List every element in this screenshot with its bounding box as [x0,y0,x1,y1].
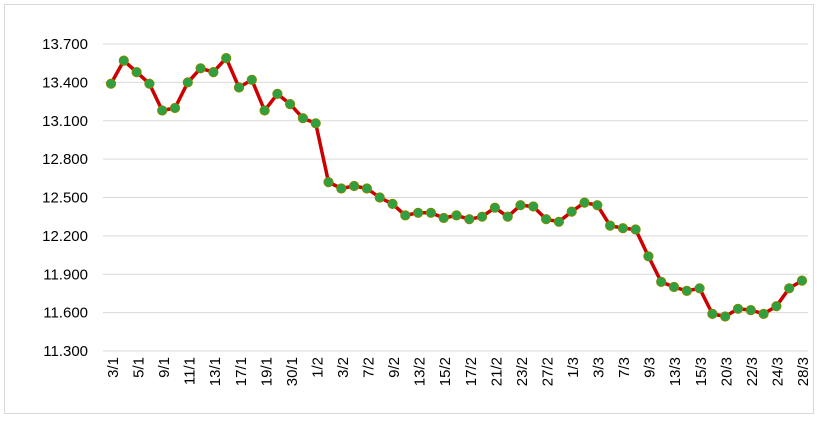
x-tick-label: 5/1 [131,357,148,378]
data-point [732,303,744,314]
data-point [451,210,462,221]
x-tick-label: 9/3 [642,357,659,378]
data-point [425,207,436,218]
data-point [105,78,117,89]
x-axis-tick-labels: 3/1 5/1 9/1 11/1 13/1 17/1 19/1 30/1 1/2 3/2 7/2 9/… [105,357,812,386]
data-point [464,214,475,225]
x-tick-label: 11/1 [182,357,199,385]
data-point [144,78,155,89]
data-point [668,281,680,293]
y-tick-label: 11.900 [43,266,88,283]
data-point [323,177,334,188]
x-tick-label: 13/2 [412,357,429,386]
data-point [643,251,654,262]
gridlines [103,43,808,314]
data-point [553,216,565,227]
data-point [771,301,782,312]
data-point [297,113,308,124]
data-point [246,74,257,85]
x-tick-label: 17/1 [233,357,250,386]
data-point [438,212,449,224]
data-point [272,88,283,100]
data-point [796,275,808,286]
data-point [182,77,193,88]
x-tick-label: 21/2 [488,357,505,386]
data-point [681,285,692,296]
data-point [528,201,539,212]
x-tick-label: 19/1 [258,357,275,386]
data-point [502,211,513,222]
x-tick-label: 3/3 [591,357,608,378]
data-point [656,276,667,287]
x-tick-label: 7/3 [616,357,633,378]
x-tick-label: 1/2 [309,357,326,378]
data-point [630,224,641,235]
y-tick-label: 13.700 [42,36,88,53]
data-point [566,206,577,217]
data-point [489,202,500,213]
data-point [169,102,181,114]
data-point [259,105,270,116]
data-point [400,210,411,221]
data-point [477,211,488,222]
data-point [758,308,769,319]
data-point [361,183,372,194]
x-tick-label: 15/2 [437,357,454,386]
y-tick-label: 13.100 [42,113,88,130]
x-tick-label: 23/2 [514,357,531,386]
x-tick-label: 3/1 [105,357,122,378]
data-point [694,283,705,294]
x-tick-label: 24/3 [769,357,786,386]
y-tick-label: 11.600 [43,305,88,322]
y-tick-label: 13.400 [42,74,88,91]
data-point [310,118,321,129]
x-tick-label: 1/3 [565,357,582,378]
data-point [605,220,616,231]
data-point [720,311,731,322]
data-point [617,223,629,234]
x-tick-label: 13/1 [207,357,224,386]
data-point [131,67,142,78]
data-point [374,192,385,203]
y-tick-label: 12.500 [42,190,88,207]
data-point [592,200,603,211]
y-tick-label: 12.800 [42,151,88,168]
data-point [157,105,168,116]
data-point [221,53,232,64]
data-point [195,63,206,74]
data-point [387,198,398,209]
y-tick-label: 11.300 [43,343,88,360]
series-line [109,56,804,319]
series-markers [105,53,808,322]
x-tick-label: 28/3 [795,357,812,386]
data-point [745,305,756,316]
data-point [118,55,129,66]
data-point [349,180,360,192]
data-point [413,207,424,218]
data-point [233,82,245,93]
data-point [579,197,590,208]
x-tick-label: 17/2 [463,357,480,386]
x-tick-label: 13/3 [667,357,684,386]
y-tick-label: 12.200 [42,228,88,245]
data-point [285,99,296,110]
y-axis-tick-labels: 11.300 11.600 11.900 12.200 12.500 12.800 13.1… [42,36,88,360]
x-tick-label: 30/1 [284,357,301,386]
data-point [515,200,526,211]
data-point [208,67,219,78]
data-point [784,283,795,294]
x-tick-label: 9/2 [386,357,403,378]
data-point [541,214,552,225]
x-tick-label: 15/3 [693,357,710,386]
data-point [336,183,347,194]
x-tick-label: 7/2 [361,357,378,378]
x-tick-label: 9/1 [156,357,173,378]
x-tick-label: 3/2 [335,357,352,378]
x-tick-label: 27/2 [539,357,556,386]
data-point [707,308,718,319]
x-tick-label: 20/3 [718,357,735,386]
x-tick-label: 22/3 [744,357,761,386]
